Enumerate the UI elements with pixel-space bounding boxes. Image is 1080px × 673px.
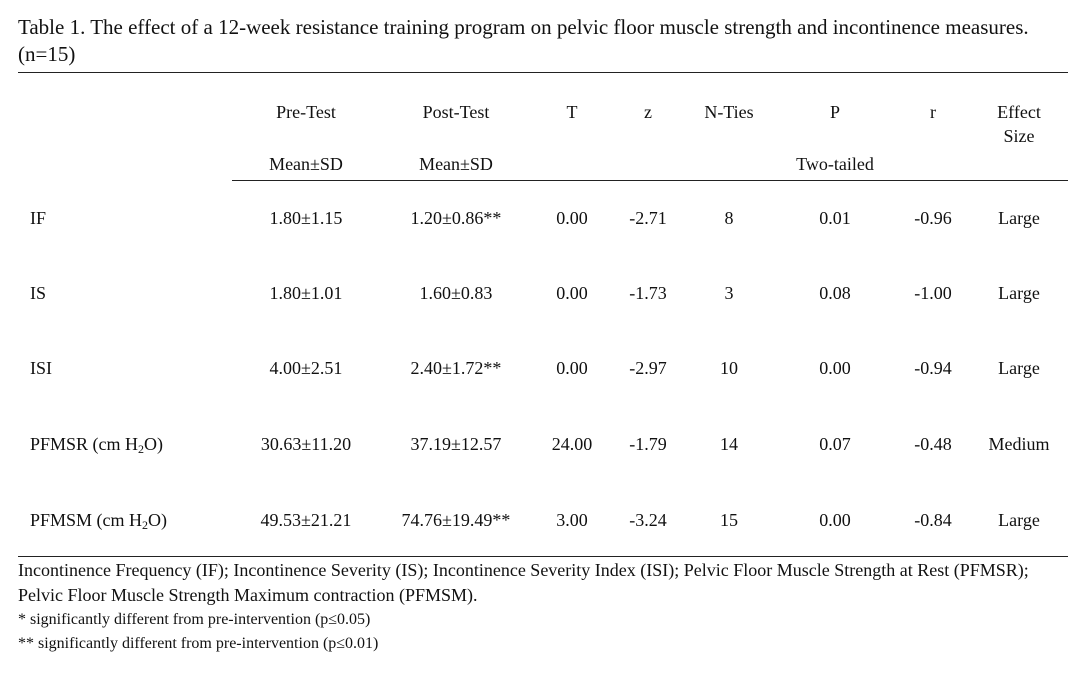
cell-is-t: 0.00 [556, 283, 588, 303]
cell-pfmsm-p: 0.00 [819, 510, 851, 530]
row-label-pfmsr-end: O) [144, 434, 164, 454]
cell-pfmsm-effect: Large [998, 510, 1040, 530]
cell-is-z: -1.73 [629, 283, 667, 303]
footnote-p001: ** significantly different from pre-inte… [18, 635, 379, 652]
footnote-p005: * significantly different from pre-inter… [18, 611, 371, 628]
cell-pfmsr-effect: Medium [988, 434, 1050, 454]
subheader-pre-mean-sd: Mean±SD [269, 154, 343, 174]
subheader-post-mean-sd: Mean±SD [419, 154, 493, 174]
cell-if-nties: 8 [724, 208, 734, 228]
row-label-isi: ISI [30, 358, 52, 378]
header-bottom-rule [232, 180, 1068, 181]
cell-isi-post: 2.40±1.72** [410, 358, 502, 378]
cell-pfmsr-p: 0.07 [819, 434, 851, 454]
row-label-pfmsm: PFMSM (cm H2O) [30, 509, 167, 536]
header-pre-test: Pre-Test [276, 102, 336, 122]
row-label-pfmsm-main: PFMSM (cm H [30, 510, 143, 530]
cell-pfmsr-pre: 30.63±11.20 [260, 434, 352, 454]
cell-is-pre: 1.80±1.01 [269, 283, 343, 303]
table-top-rule [18, 72, 1068, 73]
table-notes: Incontinence Frequency (IF); Incontinenc… [18, 558, 1073, 656]
table-caption: Table 1. The effect of a 12-week resista… [18, 15, 1029, 66]
cell-pfmsr-nties: 14 [720, 434, 738, 454]
cell-is-post: 1.60±0.83 [419, 283, 493, 303]
cell-pfmsm-r: -0.84 [914, 510, 952, 530]
cell-if-t: 0.00 [556, 208, 588, 228]
cell-isi-p: 0.00 [819, 358, 851, 378]
header-effect-size-line1: Effect [997, 102, 1041, 122]
cell-if-post: 1.20±0.86** [410, 208, 502, 228]
cell-pfmsm-pre: 49.53±21.21 [260, 510, 352, 530]
row-label-pfmsm-subscript: 2 [142, 518, 149, 532]
cell-if-z: -2.71 [629, 208, 667, 228]
cell-pfmsm-z: -3.24 [629, 510, 667, 530]
row-label-if: IF [30, 208, 47, 228]
row-label-pfmsr: PFMSR (cm H2O) [30, 433, 163, 460]
cell-pfmsm-nties: 15 [720, 510, 738, 530]
cell-if-r: -0.96 [914, 208, 952, 228]
cell-pfmsr-t: 24.00 [551, 434, 593, 454]
header-n-ties: N-Ties [704, 102, 754, 122]
cell-is-p: 0.08 [819, 283, 851, 303]
header-z: z [644, 102, 652, 122]
cell-if-pre: 1.80±1.15 [269, 208, 343, 228]
cell-pfmsm-post: 74.76±19.49** [401, 510, 511, 530]
abbreviations-note: Incontinence Frequency (IF); Incontinenc… [18, 560, 1029, 605]
cell-isi-t: 0.00 [556, 358, 588, 378]
row-label-pfmsm-end: O) [148, 510, 168, 530]
cell-isi-r: -0.94 [914, 358, 952, 378]
cell-is-r: -1.00 [914, 283, 952, 303]
cell-isi-z: -2.97 [629, 358, 667, 378]
cell-isi-pre: 4.00±2.51 [269, 358, 343, 378]
header-t: T [566, 102, 578, 122]
subheader-two-tailed: Two-tailed [796, 154, 874, 174]
cell-pfmsm-t: 3.00 [556, 510, 588, 530]
cell-isi-nties: 10 [720, 358, 738, 378]
header-effect-size-line2: Size [1003, 126, 1035, 146]
table-bottom-rule [18, 556, 1068, 557]
row-label-pfmsr-main: PFMSR (cm H [30, 434, 139, 454]
row-label-pfmsr-subscript: 2 [138, 442, 145, 456]
cell-is-nties: 3 [724, 283, 734, 303]
header-p: P [829, 102, 841, 122]
cell-is-effect: Large [998, 283, 1040, 303]
row-label-is: IS [30, 283, 47, 303]
header-post-test: Post-Test [422, 102, 490, 122]
cell-if-effect: Large [998, 208, 1040, 228]
cell-pfmsr-r: -0.48 [914, 434, 952, 454]
cell-pfmsr-z: -1.79 [629, 434, 667, 454]
header-r: r [930, 102, 936, 122]
cell-if-p: 0.01 [819, 208, 851, 228]
cell-isi-effect: Large [998, 358, 1040, 378]
cell-pfmsr-post: 37.19±12.57 [410, 434, 502, 454]
